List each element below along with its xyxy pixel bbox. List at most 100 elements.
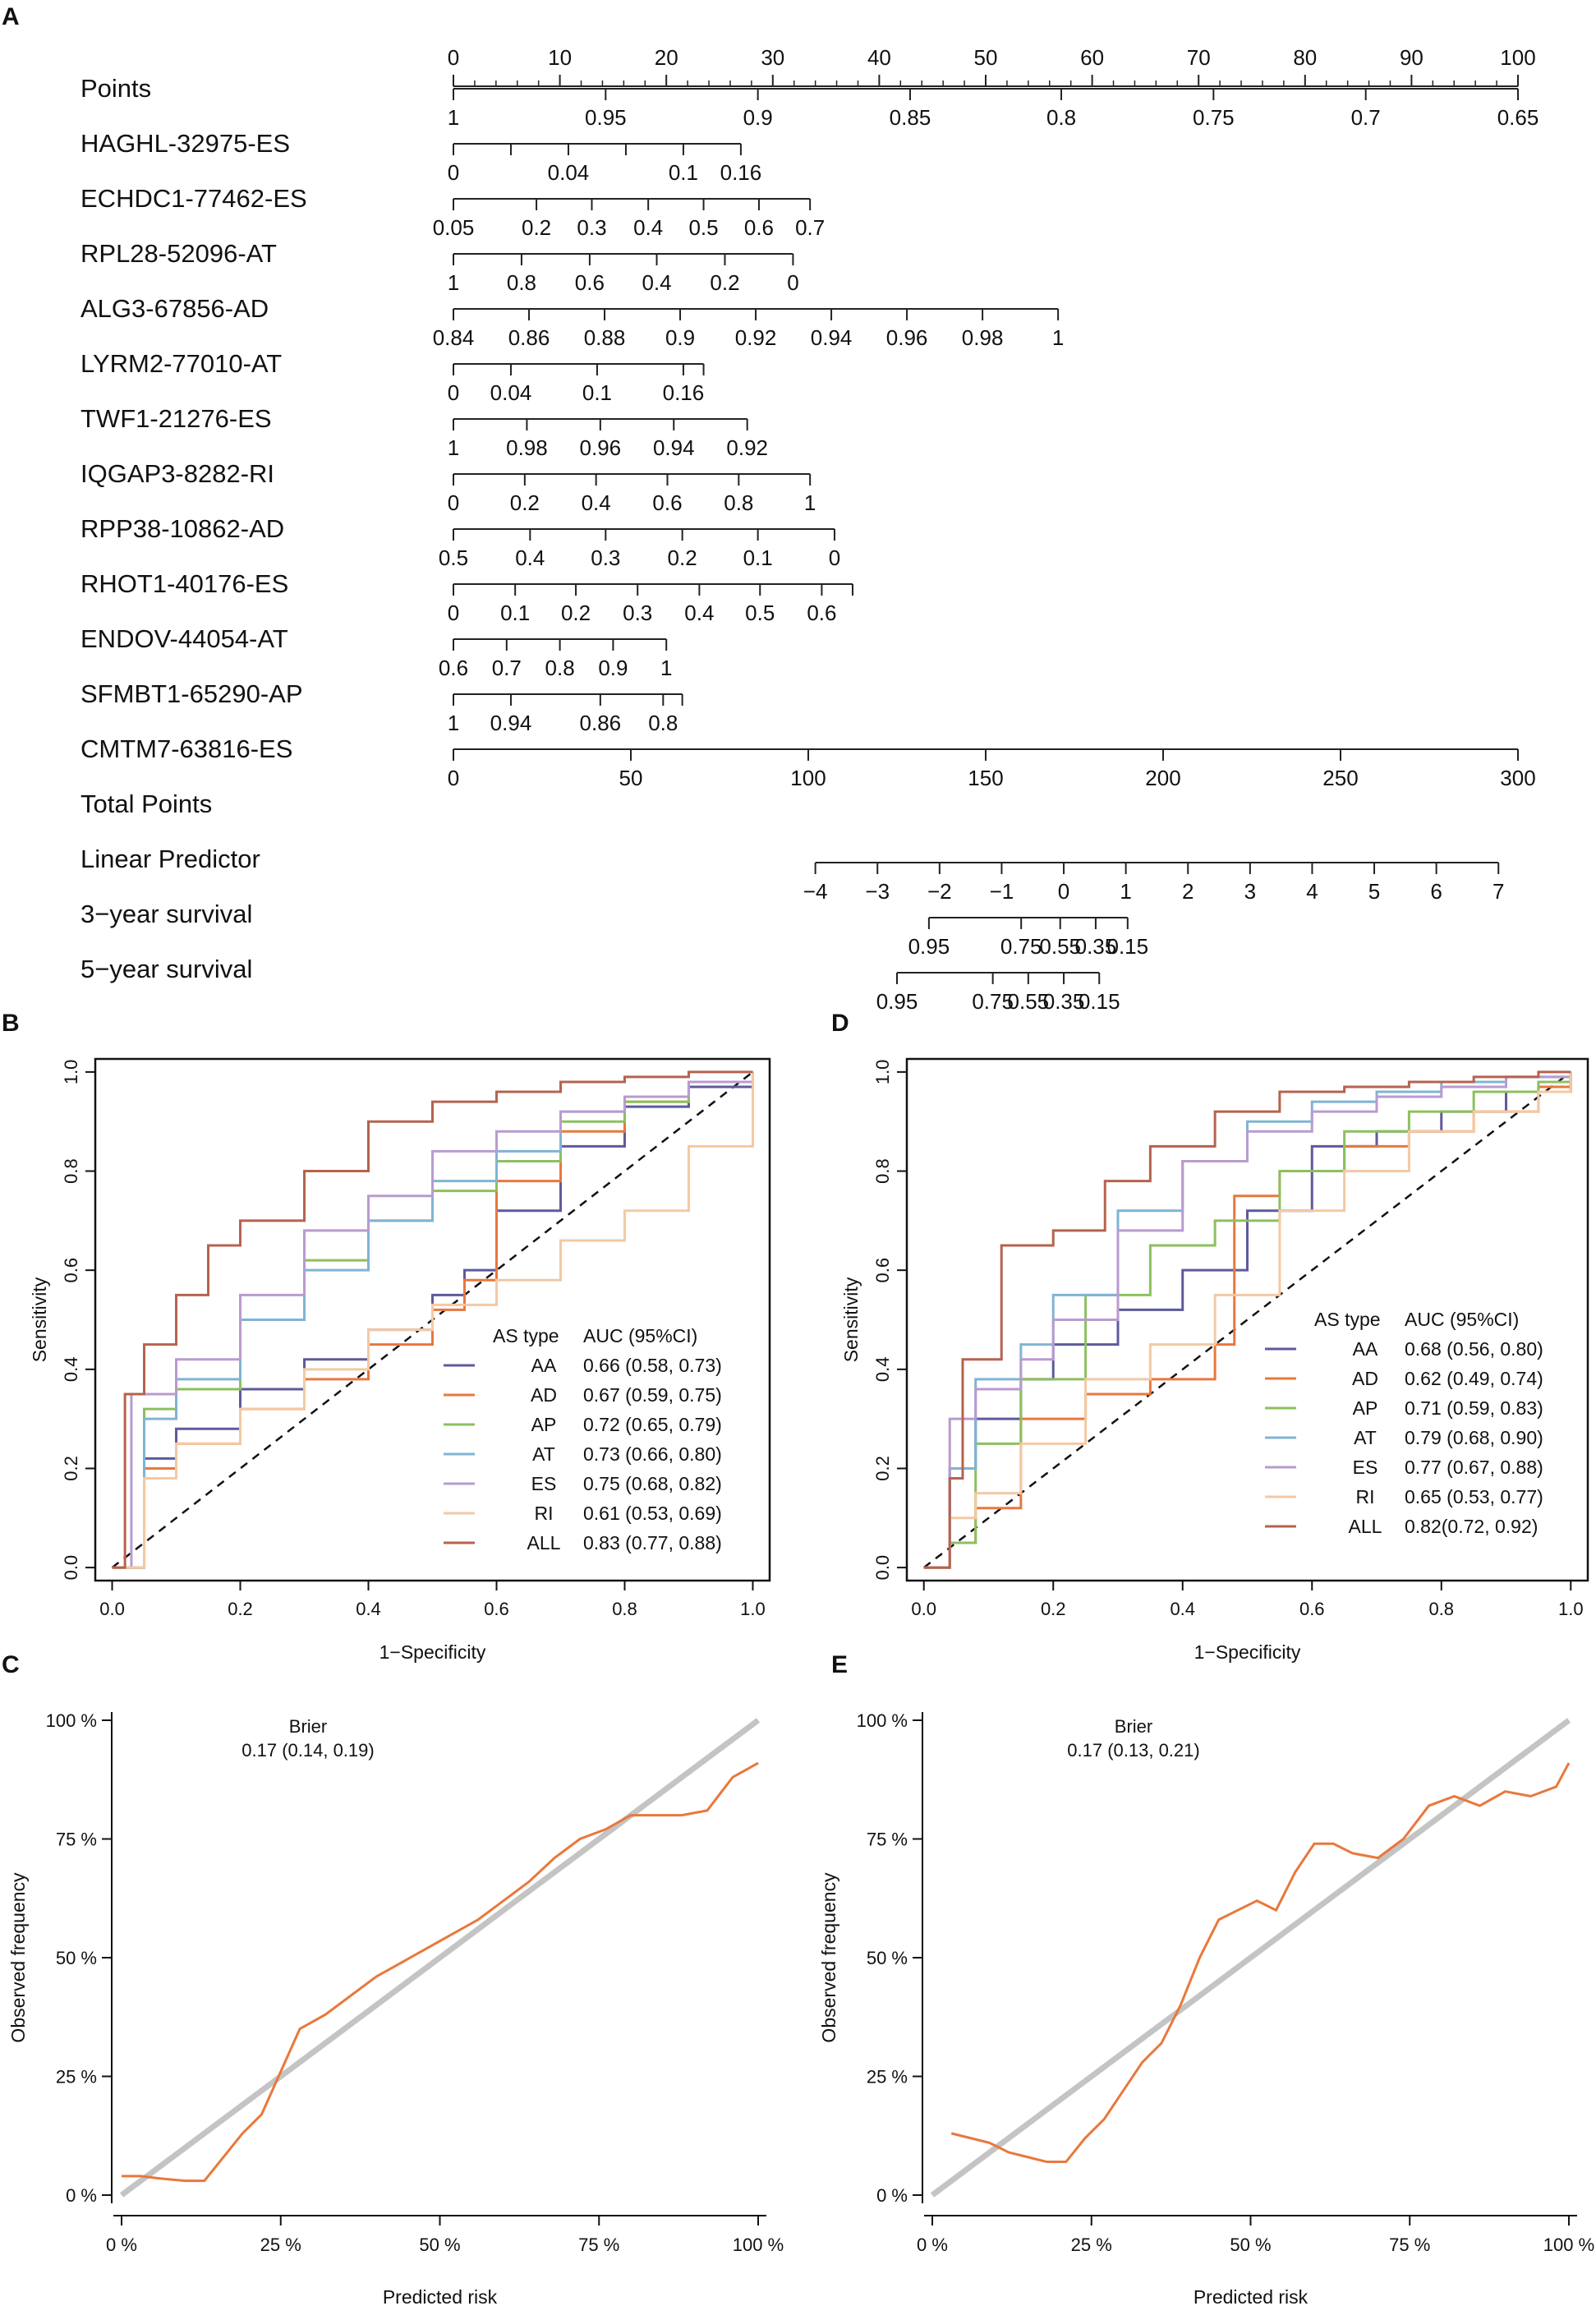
nomogram-tick-label: 5 <box>1368 879 1380 904</box>
roc-curve-es <box>112 1071 754 1569</box>
legend-auc-all: 0.83 (0.77, 0.88) <box>583 1532 722 1553</box>
nomogram-tick-label: 0.6 <box>807 601 836 625</box>
legend-title-auc: AUC (95%CI) <box>583 1325 697 1346</box>
brier-value: 0.17 (0.13, 0.21) <box>1067 1740 1199 1761</box>
nomogram-tick-label: 0.8 <box>545 656 575 680</box>
nomogram-row-label-cmtm7-63816-es: CMTM7-63816-ES <box>80 734 292 763</box>
nomogram-tick-label: 0.65 <box>1497 105 1539 130</box>
nomogram-tick-label: 0.75 <box>972 989 1014 1014</box>
y-tick-label: 100 % <box>857 1710 908 1731</box>
nomogram-tick-label: 0.96 <box>886 325 928 350</box>
nomogram-tick-label: 0.1 <box>582 380 612 405</box>
nomogram-tick-label: 0 <box>448 766 459 790</box>
nomogram-tick-label: 0.8 <box>648 711 678 735</box>
x-tick-label: 0.6 <box>1299 1599 1325 1619</box>
nomogram-tick-label: 0.15 <box>1106 934 1148 959</box>
nomogram-row-label-endov-44054-at: ENDOV-44054-AT <box>80 624 288 653</box>
y-axis-label: Sensitivity <box>29 1277 50 1362</box>
legend-auc-at: 0.79 (0.68, 0.90) <box>1405 1427 1543 1448</box>
roc-plot-b: 0.0 0.0 0.2 0.2 0.4 0.4 0.6 0.6 0.8 0.8 1.0 1.0 1−Sp… <box>29 1057 771 1663</box>
nomogram-tick-label: 0.96 <box>580 435 622 460</box>
calibration-plot-e: 0 % 0 % 25 % 25 % 50 % 50 % 75 % 75 % 100 % 100 %… <box>818 1710 1594 2306</box>
y-tick-label: 25 % <box>56 2067 97 2087</box>
nomogram-tick-label: 0 <box>1058 879 1069 904</box>
nomogram-tick-label: 0.94 <box>490 711 532 735</box>
nomogram-tick-label: 0.2 <box>522 215 551 240</box>
nomogram-tick-label: 0.15 <box>1079 989 1120 1014</box>
nomogram-tick-label: 1 <box>448 105 459 130</box>
nomogram-tick-label: 0.4 <box>582 490 611 515</box>
legend-label-ap: AP <box>531 1414 557 1435</box>
nomogram-tick-label: 2 <box>1182 879 1194 904</box>
legend-label-at: AT <box>532 1443 555 1465</box>
legend-label-ri: RI <box>535 1503 554 1524</box>
legend-auc-all: 0.82(0.72, 0.92) <box>1405 1516 1538 1537</box>
y-axis-label: Sensitivity <box>840 1277 862 1362</box>
nomogram-row-label-twf1-21276-es: TWF1-21276-ES <box>80 404 272 433</box>
x-tick-label: 1.0 <box>1558 1599 1584 1619</box>
nomogram-tick-label: 30 <box>761 45 784 70</box>
y-tick-label: 25 % <box>867 2067 908 2087</box>
legend-label-es: ES <box>531 1473 557 1494</box>
nomogram-row-label-rpl28-52096-at: RPL28-52096-AT <box>80 239 277 268</box>
plot-frame <box>905 1057 1589 1582</box>
x-tick-label: 0 % <box>917 2235 948 2255</box>
x-axis-label: Predicted risk <box>1194 2286 1309 2306</box>
nomogram-tick-label: 0.35 <box>1075 934 1117 959</box>
nomogram-tick-label: 0.98 <box>506 435 548 460</box>
nomogram-tick-label: 0.4 <box>684 601 714 625</box>
nomogram-tick-label: 0.9 <box>598 656 628 680</box>
y-tick-label: 0.4 <box>872 1357 893 1383</box>
nomogram-tick-label: 50 <box>619 766 643 790</box>
nomogram-tick-label: 1 <box>1120 879 1131 904</box>
nomogram-row-label-rpp38-10862-ad: RPP38-10862-AD <box>80 514 284 543</box>
nomogram-tick-label: 0.7 <box>1351 105 1381 130</box>
x-tick-label: 100 % <box>733 2235 784 2255</box>
nomogram-tick-label: −2 <box>927 879 952 904</box>
x-axis-label: Predicted risk <box>383 2286 498 2306</box>
x-tick-label: 0.4 <box>1170 1599 1195 1619</box>
nomogram-tick-label: 0.1 <box>669 160 698 185</box>
legend-label-at: AT <box>1354 1427 1377 1448</box>
nomogram-row-label-5-year-survival: 5−year survival <box>80 955 252 983</box>
nomogram-tick-label: 0 <box>448 601 459 625</box>
nomogram-row-label-echdc1-77462-es: ECHDC1-77462-ES <box>80 184 307 213</box>
nomogram-tick-label: 300 <box>1500 766 1535 790</box>
nomogram-row-label-linear-predictor: Linear Predictor <box>80 845 260 873</box>
roc-plot-d: 0.0 0.0 0.2 0.2 0.4 0.4 0.6 0.6 0.8 0.8 1.0 1.0 1−Sp… <box>840 1057 1589 1663</box>
nomogram-tick-label: 1 <box>1052 325 1064 350</box>
nomogram-tick-label: 0.8 <box>1046 105 1076 130</box>
y-tick-label: 75 % <box>56 1830 97 1850</box>
ideal-calibration-line <box>119 1718 761 2198</box>
nomogram-tick-label: 0.1 <box>500 601 530 625</box>
roc-curve-all <box>923 1070 1571 1569</box>
nomogram-tick-label: 0.95 <box>585 105 627 130</box>
calibration-plot-c: 0 % 0 % 25 % 25 % 50 % 50 % 75 % 75 % 100 % 100 %… <box>7 1710 784 2306</box>
nomogram-tick-label: 0.95 <box>876 989 918 1014</box>
legend-title-auc: AUC (95%CI) <box>1405 1309 1519 1330</box>
nomogram-tick-label: 0.05 <box>433 215 475 240</box>
nomogram-tick-label: 0.75 <box>1193 105 1235 130</box>
x-tick-label: 0 % <box>106 2235 137 2255</box>
nomogram-tick-label: 0.55 <box>1039 934 1081 959</box>
calibration-curve <box>122 1761 759 2183</box>
nomogram-row-label-lyrm2-77010-at: LYRM2-77010-AT <box>80 349 282 378</box>
legend-auc-at: 0.73 (0.66, 0.80) <box>583 1443 722 1465</box>
brier-value: 0.17 (0.14, 0.19) <box>241 1740 374 1761</box>
nomogram-tick-label: −4 <box>803 879 828 904</box>
nomogram-tick-label: 0.4 <box>642 270 671 295</box>
nomogram-tick-label: 0.9 <box>665 325 695 350</box>
nomogram-tick-label: 0.86 <box>508 325 550 350</box>
ideal-calibration-line <box>930 1718 1571 2198</box>
x-tick-label: 75 % <box>578 2235 619 2255</box>
x-tick-label: 0.8 <box>612 1599 637 1619</box>
y-tick-label: 0.4 <box>61 1357 81 1383</box>
nomogram-tick-label: 0.88 <box>584 325 626 350</box>
nomogram-tick-label: 20 <box>655 45 678 70</box>
nomogram-tick-label: 0 <box>448 45 459 70</box>
y-tick-label: 1.0 <box>61 1060 81 1085</box>
x-tick-label: 25 % <box>1071 2235 1112 2255</box>
